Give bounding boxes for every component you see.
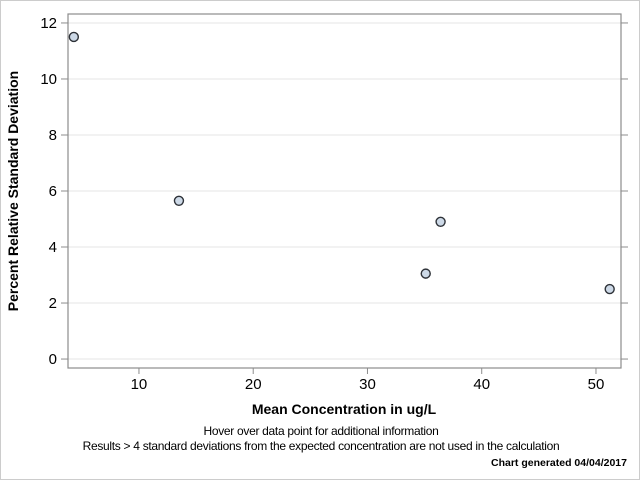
data-point[interactable] — [68, 31, 80, 43]
y-tick-label: 8 — [49, 127, 57, 144]
exclusion-rule-note: Results > 4 standard deviations from the… — [82, 439, 560, 453]
x-tick-label: 20 — [245, 376, 262, 393]
y-tick-label: 2 — [49, 295, 57, 312]
data-point[interactable] — [173, 195, 185, 207]
x-tick-label: 10 — [131, 376, 148, 393]
data-point[interactable] — [420, 268, 431, 279]
data-point[interactable] — [604, 283, 615, 295]
hover-hint-note: Hover over data point for additional inf… — [203, 424, 439, 438]
x-tick-label: 50 — [588, 376, 605, 393]
y-tick-label: 6 — [49, 183, 57, 200]
y-tick-label: 12 — [40, 15, 57, 32]
y-axis-label: Percent Relative Standard Deviation — [5, 70, 21, 312]
data-point[interactable] — [435, 216, 446, 228]
y-tick-label: 4 — [49, 239, 57, 256]
x-axis-label: Mean Concentration in ug/L — [251, 401, 437, 417]
y-tick-label: 10 — [40, 71, 57, 88]
x-tick-label: 40 — [473, 376, 490, 393]
x-tick-label: 30 — [359, 376, 376, 393]
y-tick-label: 0 — [49, 351, 57, 368]
chart-generated-date: Chart generated 04/04/2017 — [491, 457, 627, 469]
